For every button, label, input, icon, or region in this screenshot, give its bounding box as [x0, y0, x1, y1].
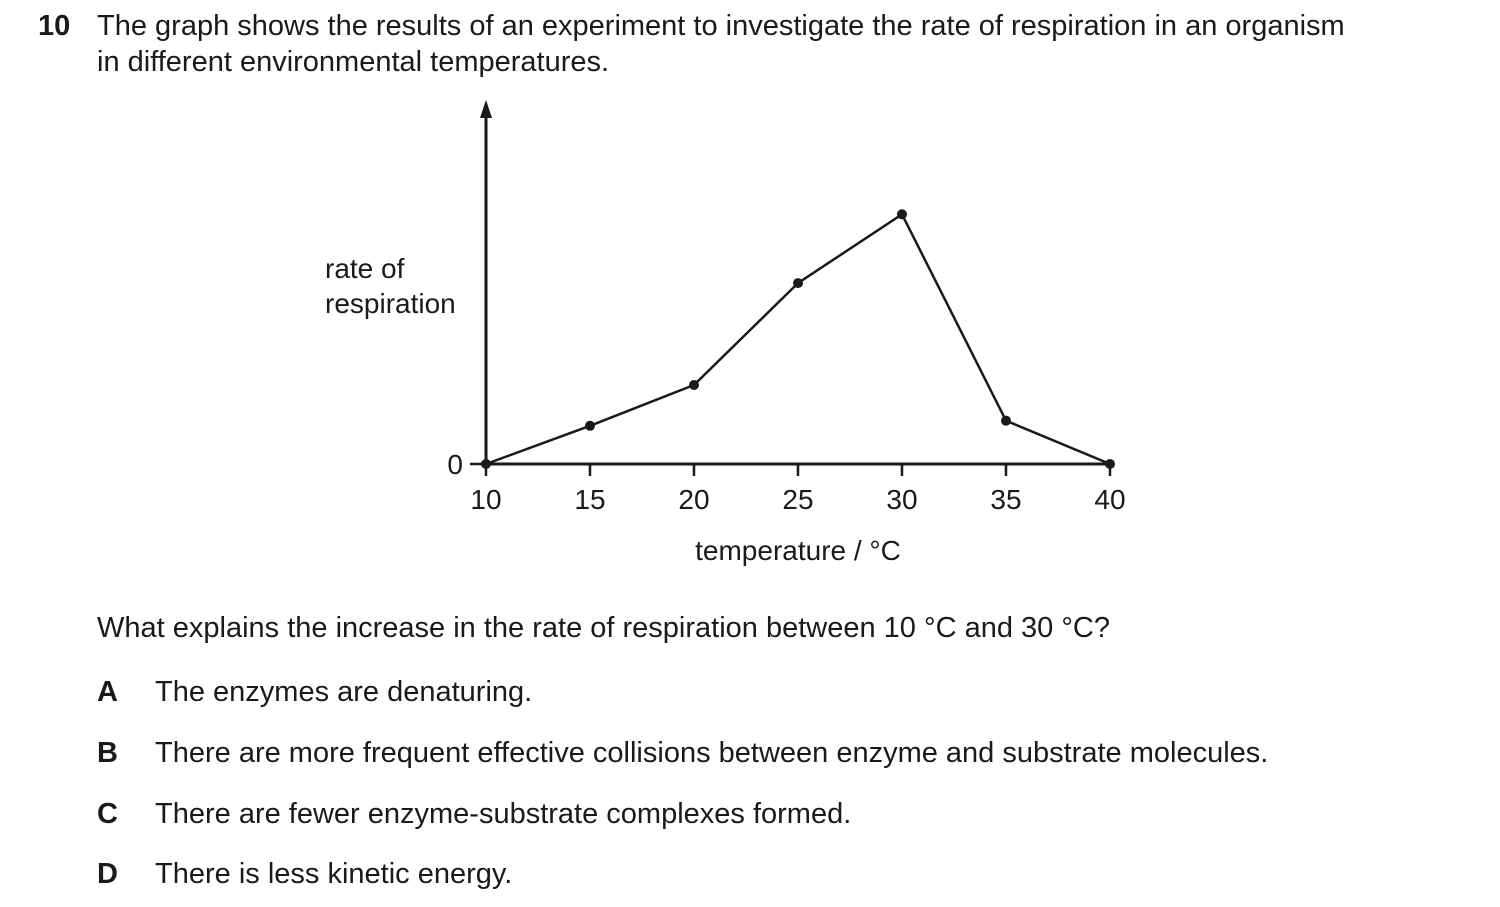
- question-stem: The graph shows the results of an experi…: [97, 8, 1477, 80]
- option-c[interactable]: C There are fewer enzyme-substrate compl…: [97, 796, 851, 832]
- data-point-35: [1001, 415, 1011, 426]
- option-b[interactable]: B There are more frequent effective coll…: [97, 735, 1268, 771]
- data-points: [481, 209, 1115, 469]
- respiration-chart: rate of respiration 0 10 15 20 25 30 35 40 tem…: [325, 100, 1126, 566]
- option-letter: C: [97, 798, 118, 830]
- option-text: There is less kinetic energy.: [155, 858, 513, 890]
- x-axis-label: temperature / °C: [695, 535, 901, 566]
- y-axis-label-line-1: rate of: [325, 253, 405, 284]
- x-tick-label-15: 15: [574, 484, 605, 515]
- question-prompt: What explains the increase in the rate o…: [97, 612, 1111, 644]
- data-point-40: [1105, 459, 1115, 469]
- x-tick-label-35: 35: [990, 484, 1021, 515]
- series-line: [485, 213, 1111, 466]
- data-point-15: [585, 420, 595, 431]
- x-tick-label-10: 10: [470, 484, 501, 515]
- y-axis-label-line-2: respiration: [325, 288, 456, 319]
- data-point-20: [689, 380, 699, 391]
- data-point-30: [897, 209, 907, 220]
- option-d[interactable]: D There is less kinetic energy.: [97, 856, 512, 892]
- question-stem-line-2: in different environmental temperatures.: [97, 46, 610, 78]
- x-ticks: 10 15 20 25 30 35 40: [470, 464, 1126, 515]
- question-stem-line-1: The graph shows the results of an experi…: [97, 10, 1345, 42]
- x-tick-label-40: 40: [1094, 484, 1125, 515]
- option-text: There are more frequent effective collis…: [155, 737, 1269, 769]
- y-tick-label-0: 0: [447, 449, 463, 480]
- option-letter: D: [97, 858, 118, 890]
- data-point-10: [481, 459, 491, 469]
- option-a[interactable]: A The enzymes are denaturing.: [97, 674, 532, 710]
- option-text: The enzymes are denaturing.: [155, 676, 533, 708]
- x-tick-label-20: 20: [678, 484, 709, 515]
- option-letter: B: [97, 737, 118, 769]
- data-point-25: [793, 278, 803, 289]
- option-text: There are fewer enzyme-substrate complex…: [155, 798, 852, 830]
- x-tick-label-30: 30: [886, 484, 917, 515]
- option-letter: A: [97, 676, 118, 708]
- x-tick-label-25: 25: [782, 484, 813, 515]
- question-number: 10: [38, 10, 71, 42]
